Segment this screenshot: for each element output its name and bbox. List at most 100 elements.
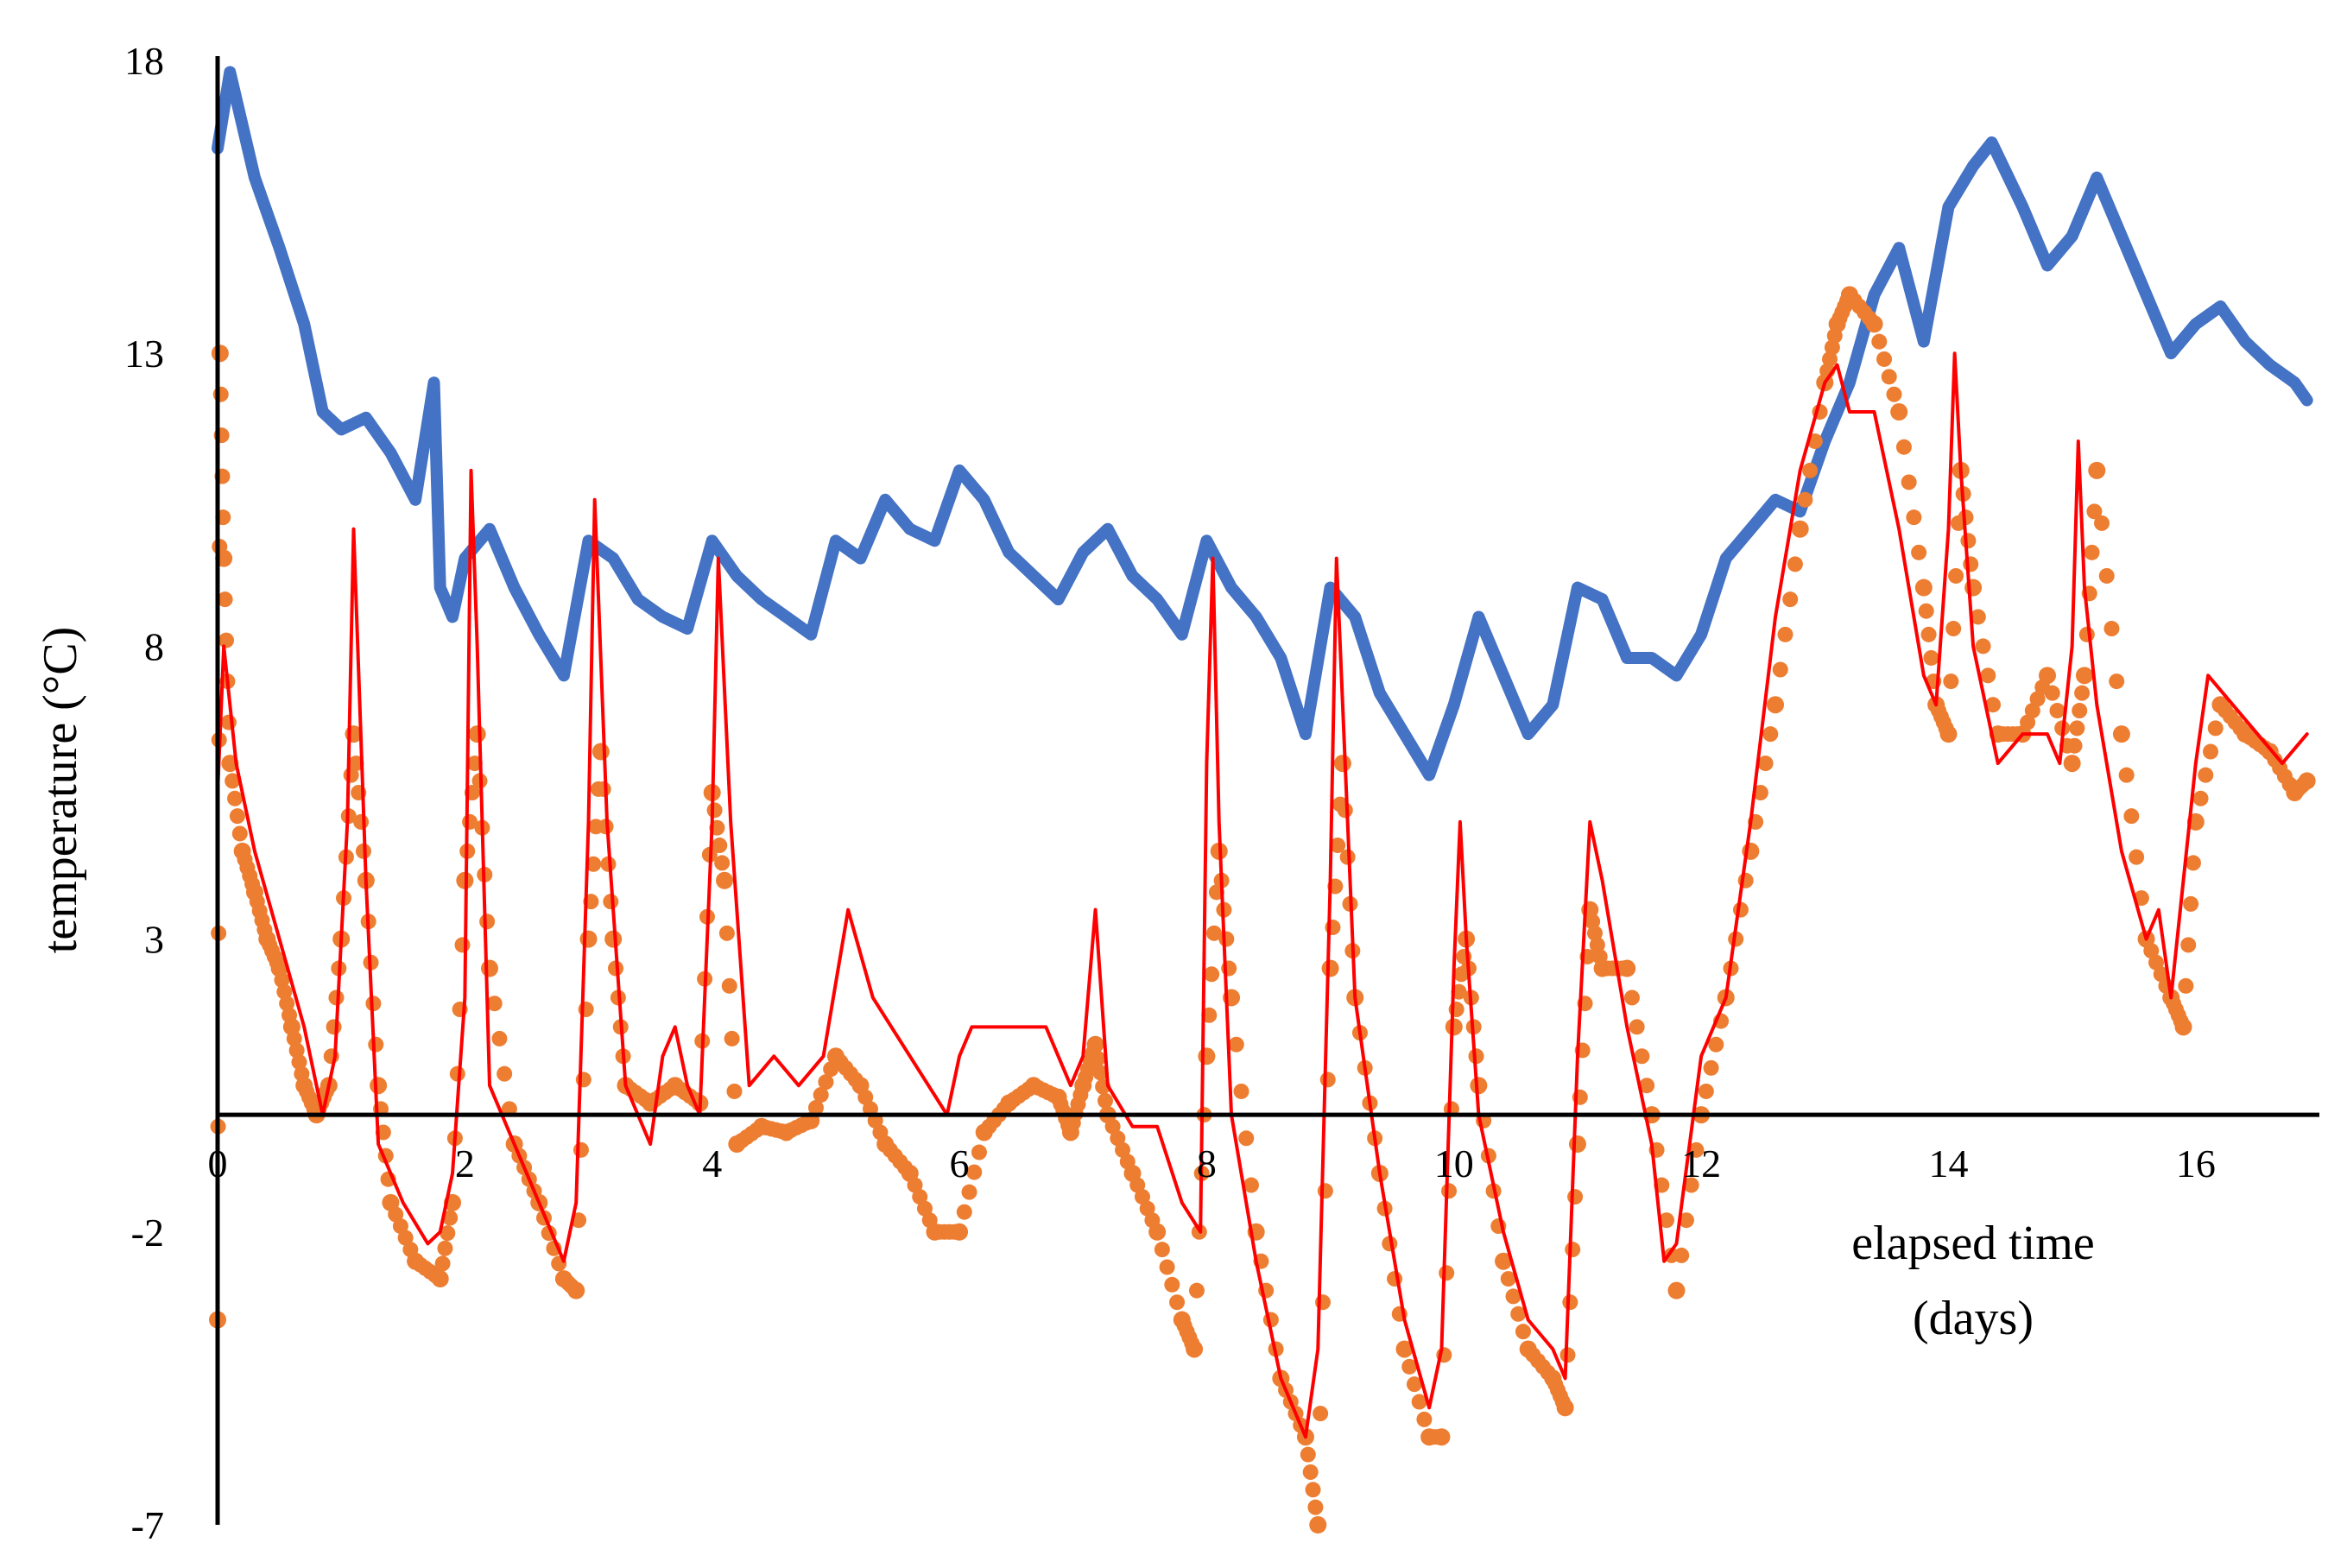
data-point-interp [491, 1030, 508, 1046]
data-point-interp [442, 1210, 459, 1226]
series-line-blue [212, 66, 2313, 781]
data-point [431, 1270, 449, 1288]
data-point [2075, 667, 2093, 685]
x-axis-title: elapsed time [1851, 1217, 2094, 1270]
data-point-interp [1307, 1499, 1324, 1515]
data-point-interp [2066, 737, 2083, 754]
y-tick-label: -2 [131, 1211, 164, 1255]
data-point-interp [1945, 621, 1962, 637]
data-point-interp [1634, 1048, 1650, 1065]
data-point-interp [1980, 667, 1996, 684]
data-point-interp [1895, 439, 1912, 455]
data-point-interp [1824, 339, 1840, 356]
data-point-interp [368, 1036, 384, 1053]
data-point-interp [1943, 673, 1959, 690]
data-point-interp [388, 1206, 404, 1223]
data-point-interp [229, 808, 245, 825]
data-point-interp [1302, 1464, 1319, 1480]
y-tick-label: 18 [124, 39, 164, 83]
data-point-interp [907, 1177, 923, 1193]
data-point-interp [1782, 591, 1799, 608]
data-point-interp [1565, 1242, 1581, 1258]
data-point-interp [2203, 743, 2219, 760]
series-dots-1 [209, 286, 2316, 1533]
data-point-interp [807, 1099, 824, 1116]
x-axis-unit: (days) [1913, 1292, 2034, 1345]
data-point-interp [595, 781, 611, 797]
data-point-interp [1169, 1294, 1186, 1311]
data-point-interp [1901, 474, 1917, 490]
data-point [1309, 1516, 1327, 1533]
data-point-interp [1238, 1130, 1255, 1147]
data-point-interp [712, 838, 728, 854]
data-point [1445, 1018, 1463, 1036]
data-point [370, 1077, 388, 1095]
data-point [2112, 725, 2130, 743]
data-point-interp [466, 756, 483, 772]
data-point-interp [1970, 609, 1986, 625]
data-point-interp [1673, 1247, 1690, 1263]
data-point-interp [2024, 703, 2040, 719]
data-point [2174, 1018, 2192, 1036]
data-point [1148, 1223, 1167, 1241]
x-tick-label: 16 [2176, 1141, 2216, 1185]
data-point [1321, 959, 1339, 977]
x-tick-label: 2 [455, 1141, 475, 1185]
y-axis-title: temperature (°C) [34, 627, 87, 953]
data-point-interp [1092, 1065, 1109, 1081]
data-point-interp [1115, 1141, 1131, 1158]
data-point-interp [961, 1184, 977, 1200]
data-point-interp [724, 1030, 740, 1046]
data-point-interp [1802, 462, 1819, 478]
data-point-interp [1337, 802, 1353, 819]
data-point-interp [1876, 351, 1893, 367]
data-point [1767, 696, 1785, 714]
data-point-interp [2183, 895, 2199, 912]
data-point [1865, 315, 1883, 333]
data-point [716, 871, 734, 889]
data-point-interp [1401, 1358, 1418, 1375]
data-point-interp [328, 989, 345, 1006]
data-point-interp [1319, 1072, 1336, 1088]
data-point-interp [726, 1083, 743, 1099]
data-point-interp [1923, 649, 1939, 666]
data-point-interp [2143, 943, 2160, 959]
data-point-interp [857, 1089, 874, 1105]
data-point [1470, 1077, 1488, 1095]
data-point-interp [1411, 1394, 1427, 1410]
data-point-interp [971, 1144, 987, 1160]
data-point [1186, 1340, 1204, 1358]
data-point-interp [1201, 1007, 1218, 1023]
data-point [579, 930, 598, 948]
data-point-interp [1659, 1212, 1675, 1229]
data-point-interp [1218, 931, 1235, 947]
data-point-interp [479, 914, 496, 930]
data-point-interp [1098, 1092, 1114, 1109]
data-point-interp [1629, 1019, 1645, 1035]
data-point-interp [1911, 544, 1927, 560]
data-point-interp [434, 1255, 451, 1272]
data-point-interp [718, 925, 735, 941]
data-point-interp [1752, 785, 1768, 800]
data-point-interp [497, 1065, 513, 1082]
data-point-interp [2153, 966, 2169, 983]
data-point-interp [1762, 726, 1779, 743]
data-point-interp [2086, 503, 2103, 520]
x-tick-label: 12 [1681, 1141, 1721, 1185]
data-point-interp [2072, 703, 2088, 719]
data-point [2298, 772, 2316, 790]
data-point-interp [1886, 386, 1902, 402]
data-point-interp [1777, 626, 1793, 642]
y-tick-label: 3 [144, 918, 164, 962]
data-point-interp [212, 386, 229, 402]
data-point-interp [1439, 1265, 1455, 1281]
data-point-interp [1567, 1189, 1584, 1205]
data-point-interp [1104, 1118, 1121, 1135]
data-point-interp [912, 1189, 928, 1205]
data-point [2088, 461, 2106, 479]
data-point-interp [1562, 1294, 1578, 1311]
x-tick-label: 4 [702, 1141, 722, 1185]
data-point-interp [1330, 838, 1346, 854]
data-point-interp [1960, 533, 1977, 549]
